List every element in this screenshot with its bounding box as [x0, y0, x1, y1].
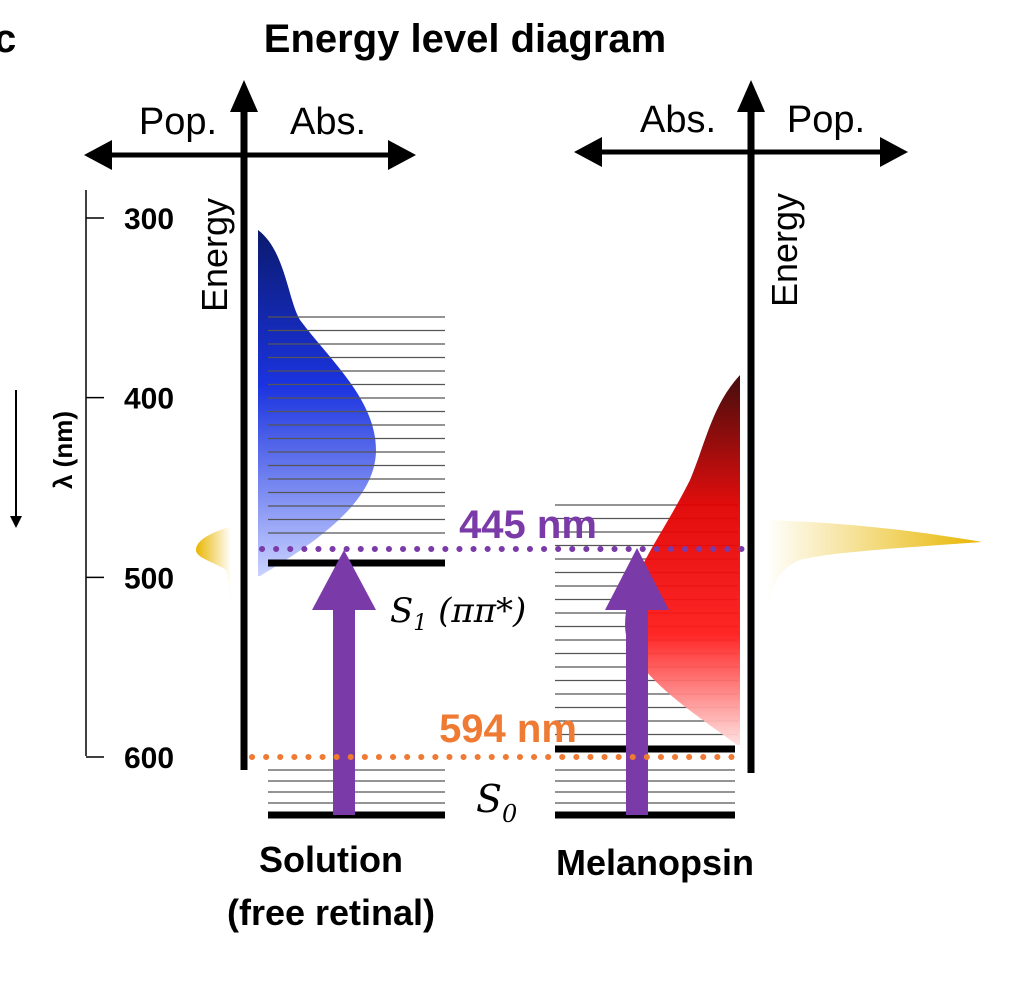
melanopsin-excitation-arrow-shaft — [626, 598, 648, 815]
scale-ticks: 300 400 500 600 — [86, 203, 174, 775]
melanopsin-panel: Abs. Pop. Energy Melanopsin — [555, 80, 982, 883]
solution-excited-vibrational-levels — [268, 316, 445, 534]
scale-label: λ (nm) — [48, 411, 78, 489]
solution-abs-label: Abs. — [290, 101, 366, 143]
scale-tick-label: 600 — [124, 742, 174, 775]
s1-label: S1 (ππ*) — [390, 591, 526, 636]
solution-population-curve — [196, 527, 231, 620]
solution-pop-label: Pop. — [139, 101, 217, 143]
melanopsin-excitation-arrow-head — [605, 548, 669, 610]
excitation-wavelength-label: 445 nm — [459, 503, 597, 547]
solution-ground-vibrational-levels — [268, 769, 445, 804]
s0-label: S0 — [476, 777, 517, 828]
melanopsin-absorption-band — [625, 375, 740, 745]
solution-label-line2: (free retinal) — [227, 892, 435, 933]
melanopsin-population-curve — [766, 520, 982, 615]
solution-excitation-arrow-shaft — [333, 598, 355, 815]
solution-energy-label: Energy — [194, 198, 235, 312]
melanopsin-pop-label: Pop. — [787, 99, 865, 141]
scale-tick-label: 300 — [124, 203, 174, 236]
melanopsin-label: Melanopsin — [556, 842, 754, 883]
solution-panel: Pop. Abs. Energy Solution (free retinal)… — [84, 80, 526, 933]
figure-title: Energy level diagram — [264, 17, 666, 61]
panel-label: c — [0, 17, 16, 61]
ground-wavelength-label: 594 nm — [439, 707, 577, 751]
solution-label-line1: Solution — [259, 839, 403, 880]
solution-absorption-band — [258, 230, 376, 576]
scale-tick-label: 400 — [124, 383, 174, 416]
melanopsin-abs-label: Abs. — [640, 99, 716, 141]
scale-tick-label: 500 — [124, 562, 174, 595]
wavelength-scale: 300 400 500 600 λ (nm) — [10, 190, 174, 775]
solution-excitation-arrow-head — [312, 550, 376, 610]
melanopsin-energy-label: Energy — [764, 193, 805, 307]
